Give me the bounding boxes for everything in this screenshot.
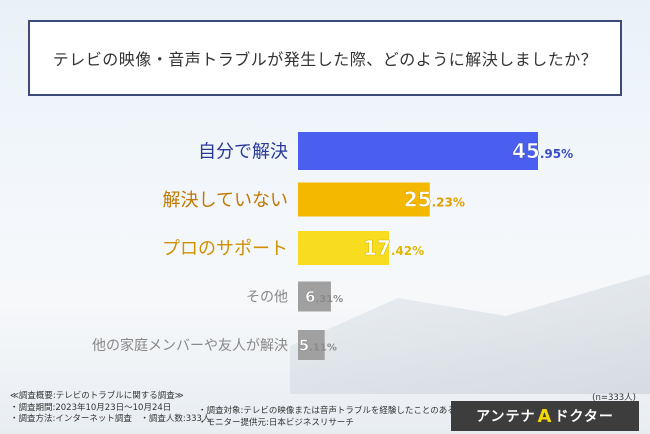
value-label-4: 5.11% xyxy=(299,336,337,354)
question-title-box: テレビの映像・音声トラブルが発生した際、どのように解決しましたか？ xyxy=(28,20,622,96)
category-label-0: 自分で解決 xyxy=(198,141,288,162)
category-label-2: プロのサポート xyxy=(162,238,288,259)
value-label-2: 17.42% xyxy=(363,236,424,260)
survey-overview: ≪調査概要:テレビのトラブルに関する調査≫ ・調査期間:2023年10月23日〜… xyxy=(10,391,210,426)
survey-provider: ・モニター提供元:日本ビジネスリサーチ xyxy=(198,417,354,428)
bar-3 xyxy=(298,281,331,312)
bar-chart: 自分で解決 45.95% 解決していない 25.23% プロのサポート 17.42% その他… xyxy=(92,132,573,360)
category-label-3: その他 xyxy=(246,290,288,306)
bar-1 xyxy=(298,182,430,217)
sample-size-note: (n=333人) xyxy=(592,393,636,403)
survey-details: ・調査対象:テレビの映像または音声トラブルを経験したことのある方 ・モニター提供… xyxy=(198,406,464,429)
bar-4 xyxy=(298,330,325,360)
antenna-doctor-logo: アンテナ A ドクター xyxy=(451,401,639,431)
bar-2 xyxy=(298,231,389,265)
value-label-0: 45.95% xyxy=(512,139,573,163)
question-title: テレビの映像・音声トラブルが発生した際、どのように解決しましたか？ xyxy=(52,50,598,69)
value-label-3: 6.31% xyxy=(305,288,343,306)
survey-target: ・調査対象:テレビの映像または音声トラブルを経験したことのある方 xyxy=(198,406,465,416)
survey-overview-title: ≪調査概要:テレビのトラブルに関する調査≫ xyxy=(10,391,184,401)
logo-text-left: アンテナ xyxy=(476,409,536,425)
category-label-4: 他の家庭メンバーや友人が解決 xyxy=(92,337,288,354)
value-label-1: 25.23% xyxy=(404,188,465,212)
logo-text-right: ドクター xyxy=(554,409,614,425)
bar-0 xyxy=(298,132,538,170)
survey-method: ・調査方法:インターネット調査 ・調査人数:333人 xyxy=(10,414,211,424)
category-label-1: 解決していない xyxy=(163,190,288,211)
antenna-icon: A xyxy=(537,405,553,427)
survey-period: ・調査期間:2023年10月23日〜10月24日 xyxy=(10,402,172,413)
